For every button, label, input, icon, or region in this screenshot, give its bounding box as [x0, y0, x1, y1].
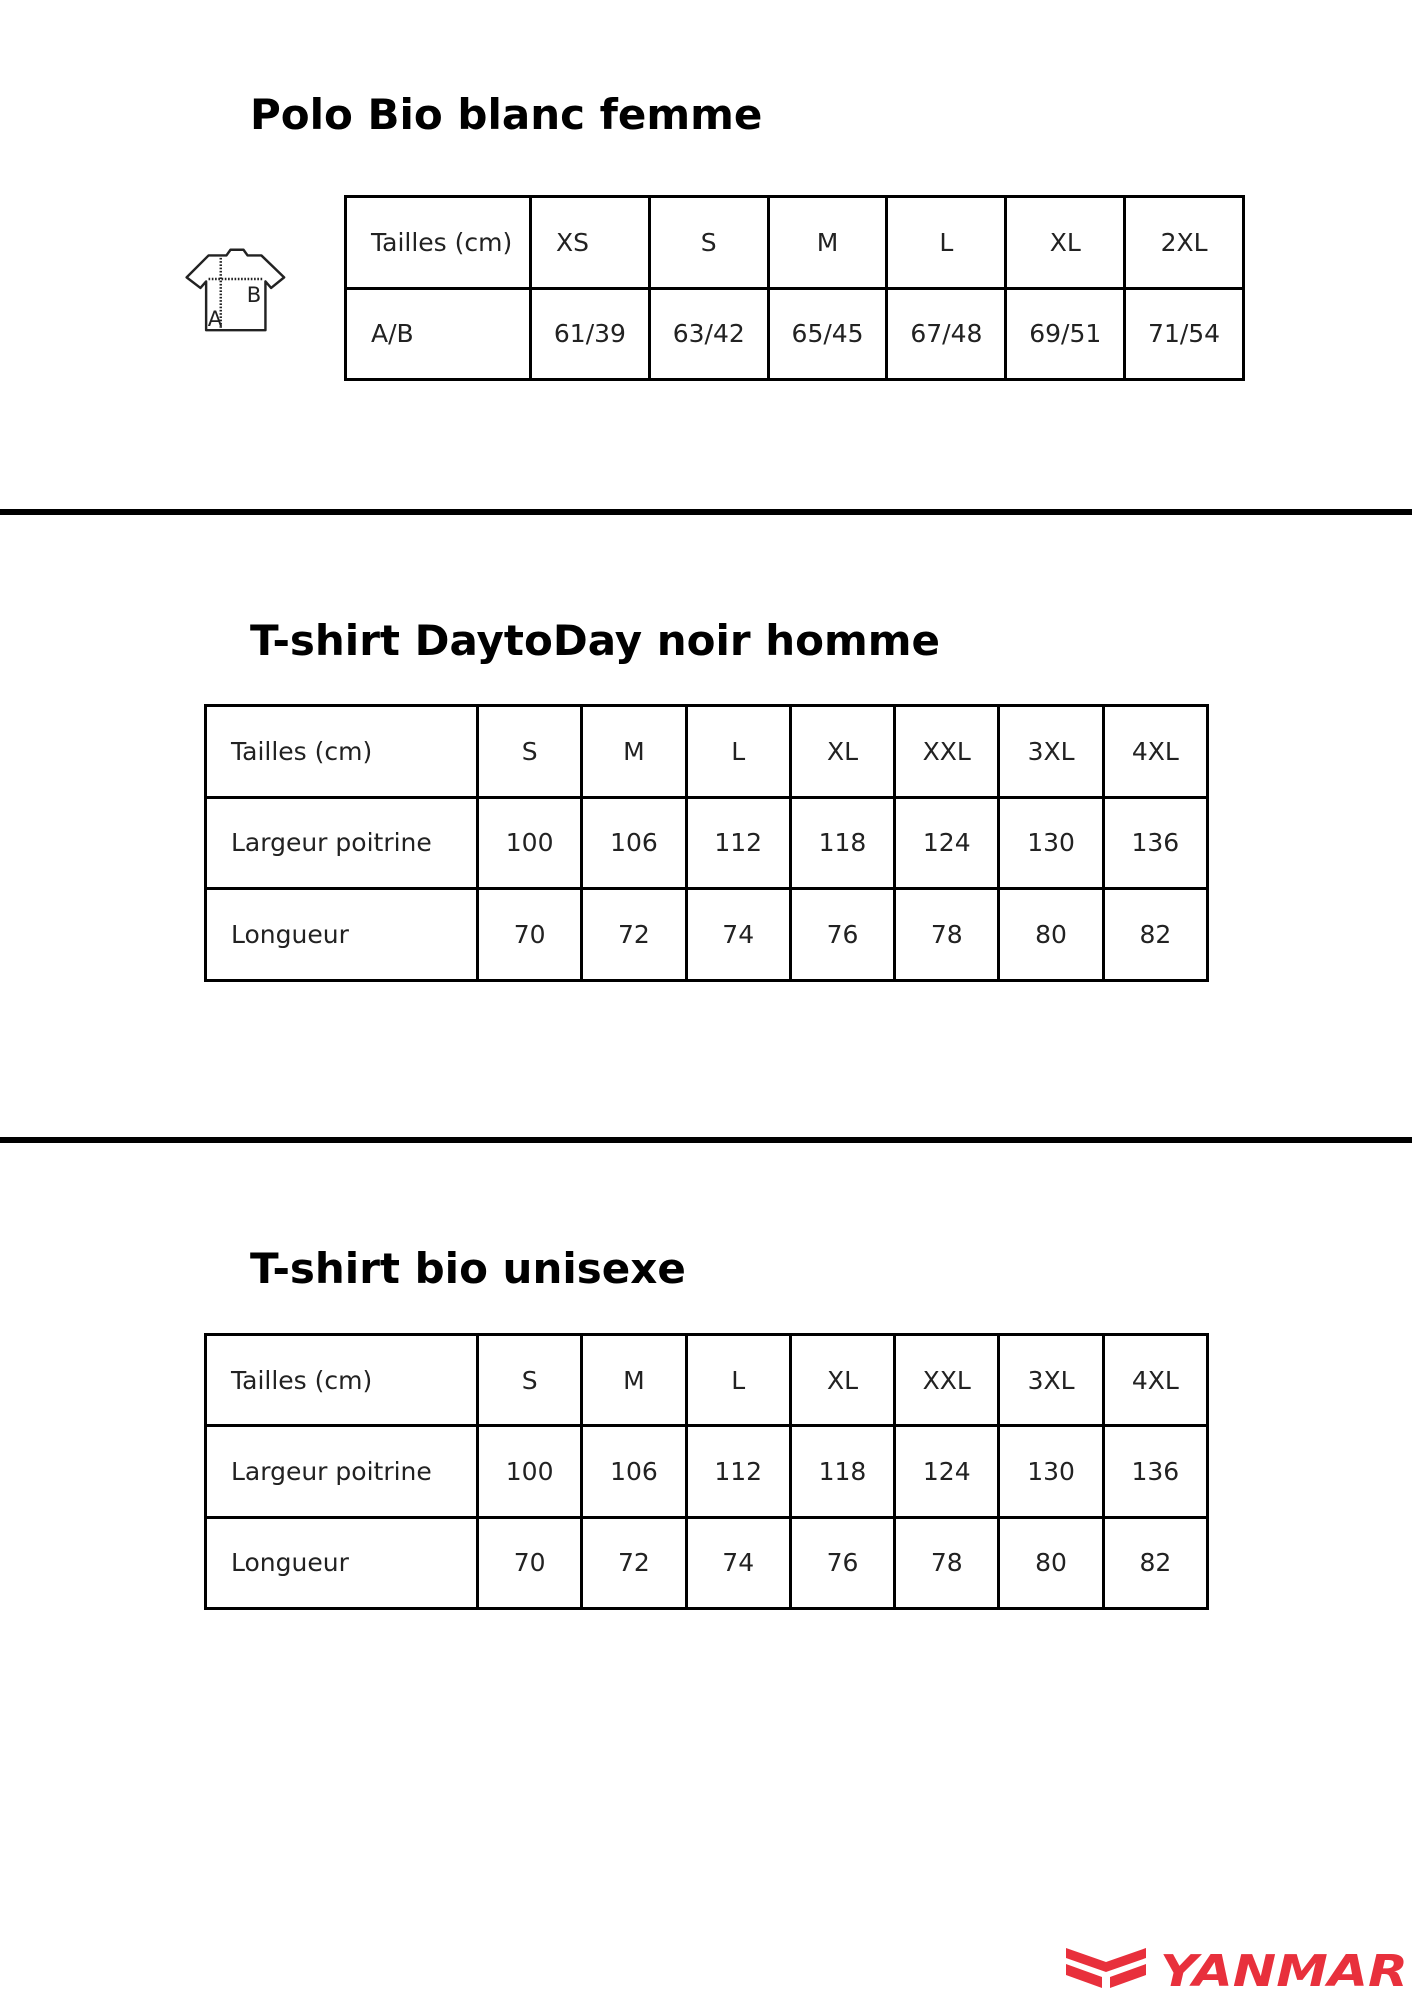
table-cell: Largeur poitrine [204, 1424, 479, 1519]
table-row: Largeur poitrine 100 106 112 118 124 130… [204, 795, 1210, 891]
table-cell: M [766, 195, 889, 290]
table-cell: 100 [475, 795, 584, 891]
table-cell: 106 [580, 1424, 688, 1519]
table-cell: XXL [893, 1332, 1001, 1428]
table-row-header: Tailles (cm) XS S M L XL 2XL [344, 195, 1245, 290]
svg-text:A: A [208, 306, 223, 331]
svg-text:B: B [247, 282, 261, 307]
table-cell: 112 [684, 795, 792, 891]
table-cell: XXL [893, 704, 1001, 799]
table-cell: 100 [475, 1424, 584, 1519]
table-row-header: Tailles (cm) S M L XL XXL 3XL 4XL [204, 704, 1210, 799]
table-cell: 112 [684, 1424, 792, 1519]
table-cell: 130 [997, 795, 1105, 891]
table-cell: 74 [684, 1515, 792, 1611]
table-cell: 4XL [1101, 1332, 1210, 1428]
table-cell: 78 [893, 887, 1001, 982]
size-table-polo: Tailles (cm) XS S M L XL 2XL A/B 61/39 6… [344, 195, 1245, 381]
table-cell: Largeur poitrine [204, 795, 479, 891]
table-cell: S [475, 704, 584, 799]
section-divider [0, 1137, 1412, 1143]
table-row: Largeur poitrine 100 106 112 118 124 130… [204, 1424, 1210, 1519]
table-cell: 118 [788, 795, 897, 891]
table-cell: Longueur [204, 1515, 479, 1611]
table-cell: XS [529, 195, 651, 290]
table-row: Longueur 70 72 74 76 78 80 82 [204, 887, 1210, 982]
size-table-daytoday: Tailles (cm) S M L XL XXL 3XL 4XL Largeu… [204, 704, 1210, 982]
table-cell: Longueur [204, 887, 479, 982]
table-cell: 130 [997, 1424, 1105, 1519]
table-cell: 69/51 [1004, 286, 1127, 381]
table-cell: XL [788, 704, 897, 799]
table-cell: 4XL [1101, 704, 1210, 799]
table-cell: S [647, 195, 770, 290]
table-cell: S [475, 1332, 584, 1428]
table-cell: Tailles (cm) [204, 1332, 479, 1428]
table-cell: 80 [997, 887, 1105, 982]
table-row: Longueur 70 72 74 76 78 80 82 [204, 1515, 1210, 1611]
table-cell: 124 [893, 1424, 1001, 1519]
table-cell: 78 [893, 1515, 1001, 1611]
table-cell: M [580, 1332, 688, 1428]
table-cell: 61/39 [529, 286, 651, 381]
section-title-daytoday: T-shirt DaytoDay noir homme [250, 616, 941, 665]
table-cell: Tailles (cm) [344, 195, 532, 290]
table-cell: 118 [788, 1424, 897, 1519]
table-cell: 80 [997, 1515, 1105, 1611]
table-cell: L [684, 1332, 792, 1428]
section-title-polo: Polo Bio blanc femme [250, 90, 763, 139]
table-cell: 136 [1101, 1424, 1210, 1519]
table-cell: L [684, 704, 792, 799]
table-cell: 72 [580, 887, 688, 982]
table-cell: 3XL [997, 704, 1105, 799]
table-cell: 65/45 [766, 286, 889, 381]
table-row: A/B 61/39 63/42 65/45 67/48 69/51 71/54 [344, 286, 1245, 381]
table-cell: 70 [475, 887, 584, 982]
table-row-header: Tailles (cm) S M L XL XXL 3XL 4XL [204, 1332, 1210, 1428]
table-cell: 76 [788, 887, 897, 982]
table-cell: Tailles (cm) [204, 704, 479, 799]
table-cell: 74 [684, 887, 792, 982]
table-cell: 3XL [997, 1332, 1105, 1428]
yanmar-logo: YANMAR [1066, 1946, 1408, 1992]
table-cell: 106 [580, 795, 688, 891]
table-cell: 82 [1101, 887, 1210, 982]
table-cell: L [885, 195, 1008, 290]
table-cell: 124 [893, 795, 1001, 891]
svg-text:YANMAR: YANMAR [1160, 1946, 1408, 1992]
section-divider [0, 509, 1412, 515]
table-cell: 82 [1101, 1515, 1210, 1611]
table-cell: XL [1004, 195, 1127, 290]
table-cell: XL [788, 1332, 897, 1428]
table-cell: 71/54 [1123, 286, 1245, 381]
table-cell: 70 [475, 1515, 584, 1611]
table-cell: 72 [580, 1515, 688, 1611]
section-title-bio-unisexe: T-shirt bio unisexe [250, 1244, 686, 1293]
table-cell: M [580, 704, 688, 799]
table-cell: A/B [344, 286, 532, 381]
size-table-bio-unisexe: Tailles (cm) S M L XL XXL 3XL 4XL Largeu… [204, 1332, 1210, 1611]
table-cell: 63/42 [647, 286, 770, 381]
tshirt-measure-icon: B A [185, 248, 286, 332]
table-cell: 2XL [1123, 195, 1245, 290]
table-cell: 136 [1101, 795, 1210, 891]
table-cell: 67/48 [885, 286, 1008, 381]
table-cell: 76 [788, 1515, 897, 1611]
